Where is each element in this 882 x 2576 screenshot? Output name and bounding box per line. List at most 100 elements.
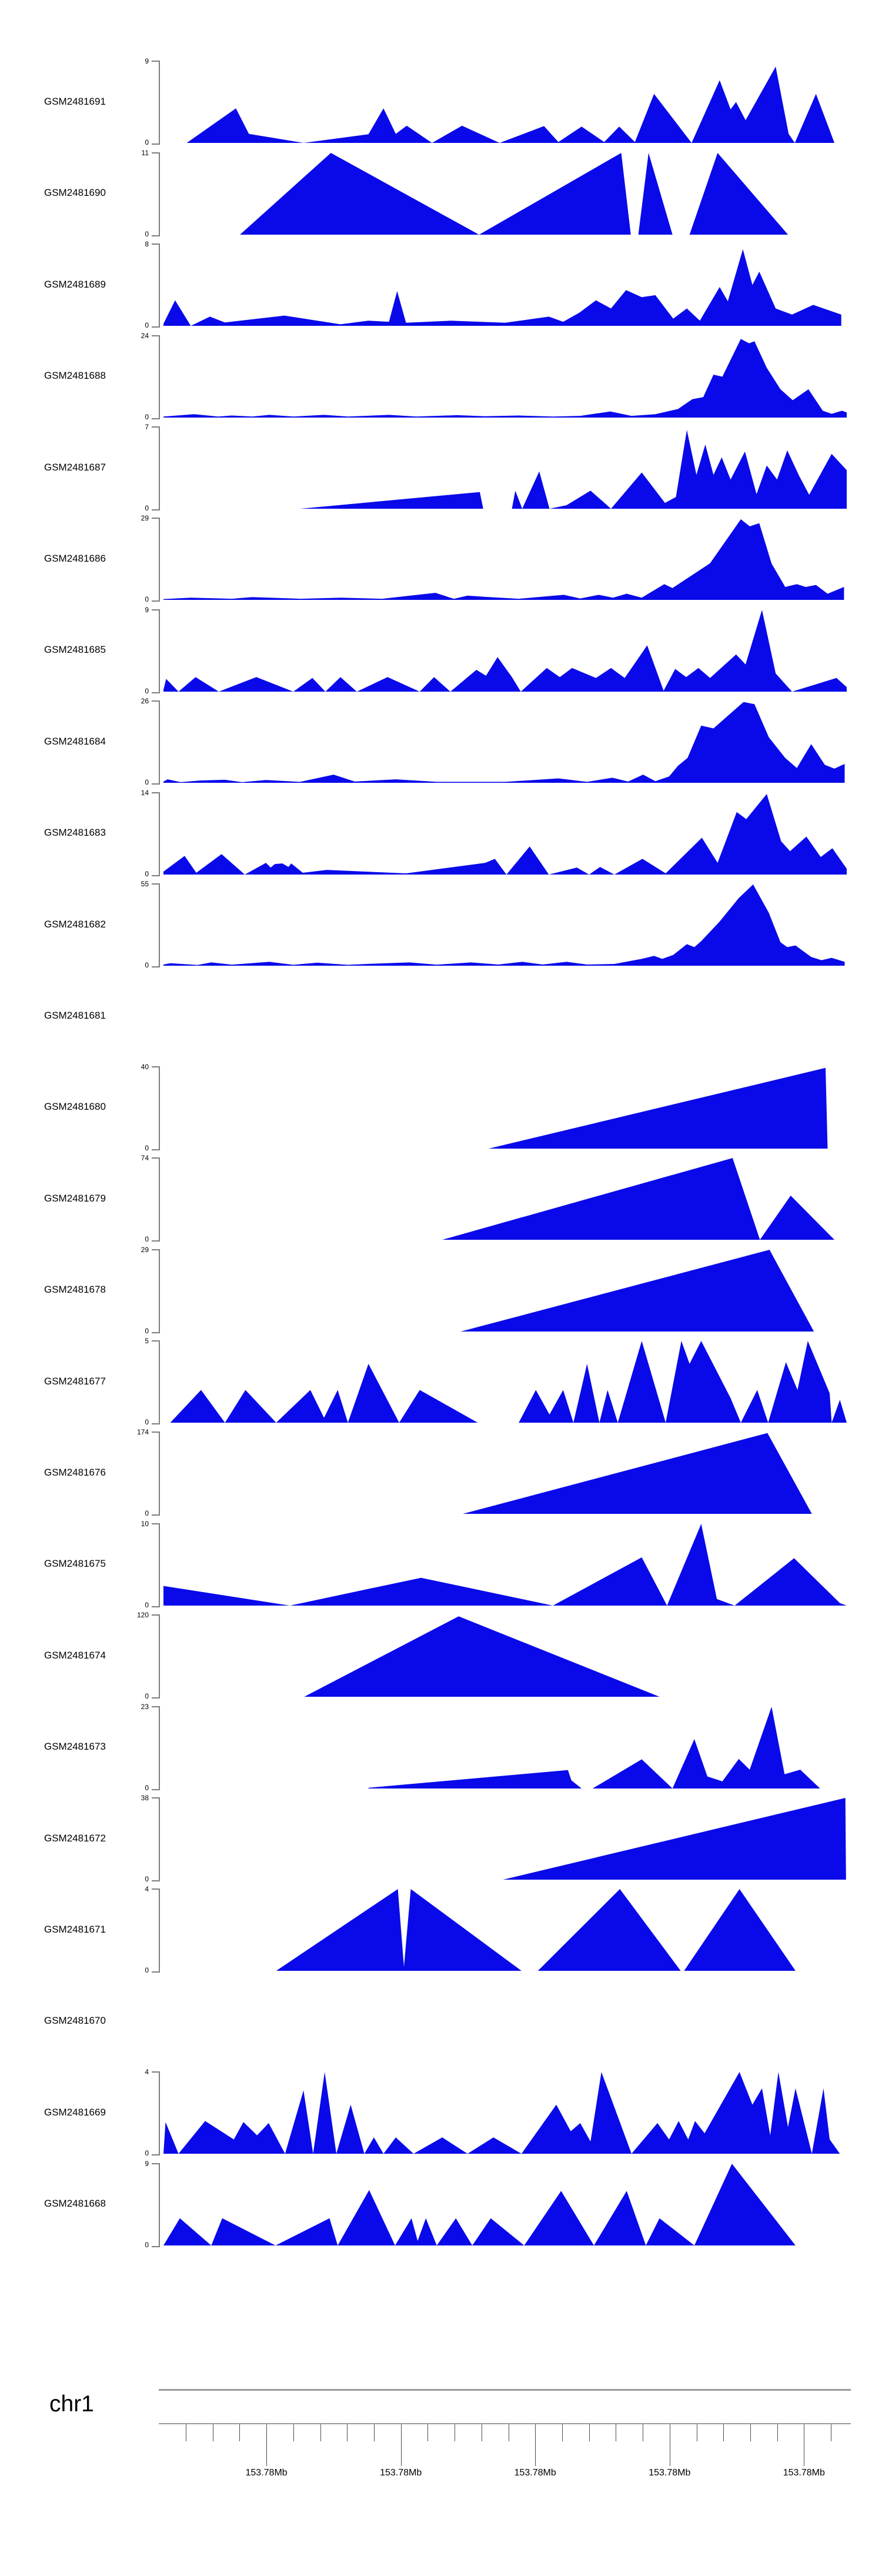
- y-axis-bracket: [152, 518, 160, 602]
- coverage-plot: [163, 884, 845, 966]
- y-axis-bracket: [152, 700, 160, 785]
- coverage-area: [304, 1616, 660, 1697]
- coverage-plot: [170, 1341, 847, 1423]
- ruler-minor-tick: [347, 2424, 348, 2441]
- coverage-plot: [368, 1706, 820, 1788]
- ruler-minor-tick: [320, 2424, 321, 2441]
- y-axis-zero-label: 0: [145, 2240, 149, 2249]
- y-axis-max-label: 40: [141, 1062, 149, 1071]
- track-label: GSM2481687: [44, 461, 106, 473]
- track-label: GSM2481683: [44, 827, 106, 839]
- ruler-minor-tick: [562, 2424, 563, 2441]
- track-label: GSM2481685: [44, 644, 106, 656]
- track-label: GSM2481673: [44, 1741, 106, 1753]
- ruler-tick-label: 153.78Mb: [783, 2468, 825, 2478]
- y-axis-max-label: 8: [145, 240, 149, 249]
- y-axis-max-label: 38: [141, 1794, 149, 1802]
- y-axis-max-label: 23: [141, 1702, 149, 1711]
- coverage-area: [276, 1889, 796, 1971]
- y-axis-max-label: 29: [141, 514, 149, 523]
- ruler-minor-tick: [750, 2424, 751, 2441]
- coverage-plot: [163, 338, 847, 418]
- ruler-minor-tick: [777, 2424, 778, 2441]
- track-label: GSM2481670: [44, 2015, 106, 2027]
- track-label: GSM2481669: [44, 2106, 106, 2118]
- y-axis-max-label: 11: [141, 148, 149, 157]
- coverage-area: [163, 884, 845, 966]
- y-axis-zero-label: 0: [145, 961, 149, 969]
- y-axis-zero-label: 0: [145, 869, 149, 878]
- track-label: GSM2481690: [44, 187, 106, 199]
- coverage-plot: [304, 1616, 660, 1697]
- track-label: GSM2481674: [44, 1649, 106, 1661]
- y-axis-max-label: 9: [145, 57, 149, 66]
- y-axis-zero-label: 0: [145, 138, 149, 147]
- track-label: GSM2481689: [44, 278, 106, 290]
- coverage-plot: [163, 519, 844, 600]
- coverage-plot: [186, 66, 835, 144]
- coverage-area: [163, 519, 844, 600]
- y-axis-zero-label: 0: [145, 2149, 149, 2158]
- coverage-area: [163, 338, 847, 418]
- y-axis-max-label: 5: [145, 1337, 149, 1345]
- y-axis-zero-label: 0: [145, 1600, 149, 1609]
- y-axis-zero-label: 0: [145, 1783, 149, 1792]
- coverage-area: [186, 66, 835, 144]
- y-axis-max-label: 26: [141, 697, 149, 706]
- y-axis-zero-label: 0: [145, 1418, 149, 1426]
- y-axis-bracket: [152, 426, 160, 510]
- coverage-area: [170, 1341, 847, 1423]
- y-axis-zero-label: 0: [145, 595, 149, 604]
- ruler-tick-label: 153.78Mb: [514, 2468, 556, 2478]
- ruler-minor-tick: [374, 2424, 375, 2441]
- y-axis-zero-label: 0: [145, 1692, 149, 1701]
- ruler-tick-label: 153.78Mb: [649, 2468, 691, 2478]
- chromosome-label: chr1: [49, 2391, 94, 2417]
- y-axis-bracket: [152, 2163, 160, 2247]
- y-axis-bracket: [152, 883, 160, 967]
- coverage-plot: [240, 152, 789, 235]
- coverage-area: [489, 1067, 828, 1149]
- y-axis-bracket: [152, 335, 160, 419]
- coverage-plot: [503, 1798, 846, 1880]
- ruler-minor-tick: [723, 2424, 724, 2441]
- ruler-major-tick: [400, 2424, 402, 2466]
- track-label: GSM2481688: [44, 370, 106, 382]
- y-axis-zero-label: 0: [145, 1143, 149, 1152]
- coverage-area: [240, 152, 789, 235]
- track-label: GSM2481686: [44, 552, 106, 564]
- y-axis-bracket: [152, 792, 160, 876]
- coverage-area: [163, 2072, 840, 2154]
- y-axis-zero-label: 0: [145, 1509, 149, 1518]
- ruler-minor-tick: [427, 2424, 429, 2441]
- y-axis-zero-label: 0: [145, 321, 149, 330]
- track-label: GSM2481668: [44, 2198, 106, 2210]
- coverage-plot: [489, 1067, 828, 1149]
- y-axis-bracket: [152, 152, 160, 236]
- coverage-plot: [463, 1433, 812, 1514]
- track-label: GSM2481677: [44, 1375, 106, 1387]
- coverage-area: [163, 249, 841, 326]
- y-axis-max-label: 120: [136, 1611, 149, 1620]
- y-axis-max-label: 29: [141, 1245, 149, 1254]
- coverage-plot: [163, 609, 847, 692]
- y-axis-zero-label: 0: [145, 1235, 149, 1244]
- ruler-minor-tick: [239, 2424, 240, 2441]
- y-axis-max-label: 174: [136, 1428, 149, 1437]
- y-axis-max-label: 4: [145, 2068, 149, 2077]
- coverage-area: [163, 2163, 847, 2245]
- ruler-axis-line: [159, 2423, 851, 2424]
- y-axis-zero-label: 0: [145, 229, 149, 238]
- coverage-plot: [163, 702, 845, 783]
- ruler-major-tick: [535, 2424, 536, 2466]
- y-axis-bracket: [152, 2071, 160, 2156]
- track-label: GSM2481684: [44, 735, 106, 747]
- coverage-plot: [163, 2163, 847, 2245]
- track-label: GSM2481691: [44, 95, 106, 107]
- y-axis-zero-label: 0: [145, 504, 149, 512]
- coverage-plot: [460, 1249, 814, 1332]
- ruler-tick-label: 153.78Mb: [380, 2468, 422, 2478]
- y-axis-bracket: [152, 1340, 160, 1424]
- y-axis-max-label: 7: [145, 423, 149, 431]
- y-axis-zero-label: 0: [145, 412, 149, 421]
